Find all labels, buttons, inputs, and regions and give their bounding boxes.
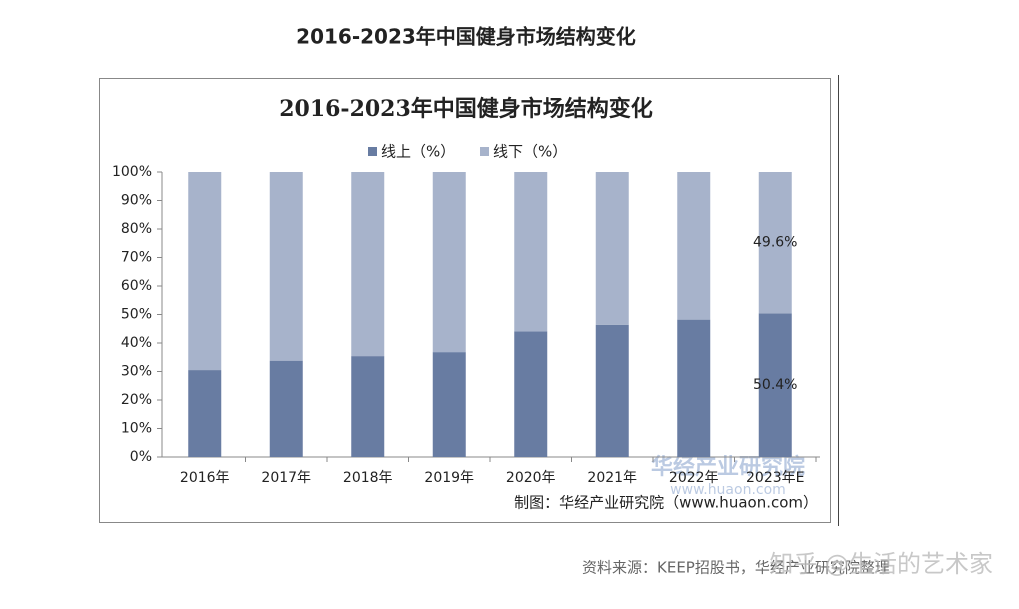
legend-swatch bbox=[480, 147, 489, 156]
bar-segment bbox=[595, 324, 629, 457]
y-tick-label: 70% bbox=[121, 250, 152, 266]
legend-label: 线下（%） bbox=[493, 143, 567, 161]
value-label: 49.6% bbox=[753, 235, 797, 251]
bar-segment bbox=[269, 172, 303, 361]
value-label: 50.4% bbox=[753, 377, 797, 393]
x-tick-label: 2020年 bbox=[506, 470, 556, 486]
legend-label: 线上（%） bbox=[381, 143, 455, 161]
y-tick-label: 60% bbox=[121, 278, 152, 294]
bar-segment bbox=[758, 313, 792, 457]
bar-segment bbox=[514, 331, 548, 457]
bar-segment bbox=[432, 172, 466, 353]
y-tick-label: 30% bbox=[121, 364, 152, 380]
y-tick-label: 10% bbox=[121, 421, 152, 437]
bar-segment bbox=[188, 172, 222, 371]
source-note: 资料来源：KEEP招股书，华经产业研究院整理 bbox=[582, 559, 890, 577]
x-tick-label: 2019年 bbox=[424, 470, 474, 486]
y-tick-label: 50% bbox=[121, 307, 152, 323]
x-tick-label: 2021年 bbox=[587, 470, 637, 486]
x-tick-label: 2018年 bbox=[343, 470, 393, 486]
watermark-logo: 华经产业研究院 bbox=[651, 454, 805, 480]
y-tick-label: 20% bbox=[121, 392, 152, 408]
x-tick-label: 2017年 bbox=[261, 470, 311, 486]
x-tick-label: 2016年 bbox=[180, 470, 230, 486]
chart-title: 2016-2023年中国健身市场结构变化 bbox=[279, 96, 653, 122]
bar-segment bbox=[351, 356, 385, 457]
y-tick-label: 40% bbox=[121, 335, 152, 351]
bar-segment bbox=[514, 172, 548, 332]
page-title: 2016-2023年中国健身市场结构变化 bbox=[296, 25, 636, 49]
watermark-url: www.huaon.com bbox=[670, 482, 786, 498]
author-watermark: 知乎 @生活的艺术家 bbox=[769, 550, 993, 578]
chart-credit: 制图：华经产业研究院（www.huaon.com） bbox=[514, 494, 818, 512]
bar-segment bbox=[269, 360, 303, 457]
bar-segment bbox=[432, 352, 466, 457]
bar-segment bbox=[677, 172, 711, 320]
x-tick-label: 2023年E bbox=[746, 470, 804, 486]
y-tick-label: 0% bbox=[130, 449, 152, 465]
y-tick-label: 90% bbox=[121, 193, 152, 209]
bar-segment bbox=[758, 172, 792, 314]
y-tick-label: 100% bbox=[112, 164, 152, 180]
bar-segment bbox=[677, 319, 711, 457]
bar-segment bbox=[188, 370, 222, 457]
bar-segment bbox=[595, 172, 629, 325]
legend-swatch bbox=[368, 147, 377, 156]
x-tick-label: 2022年 bbox=[669, 470, 719, 486]
y-tick-label: 80% bbox=[121, 221, 152, 237]
bar-segment bbox=[351, 172, 385, 357]
